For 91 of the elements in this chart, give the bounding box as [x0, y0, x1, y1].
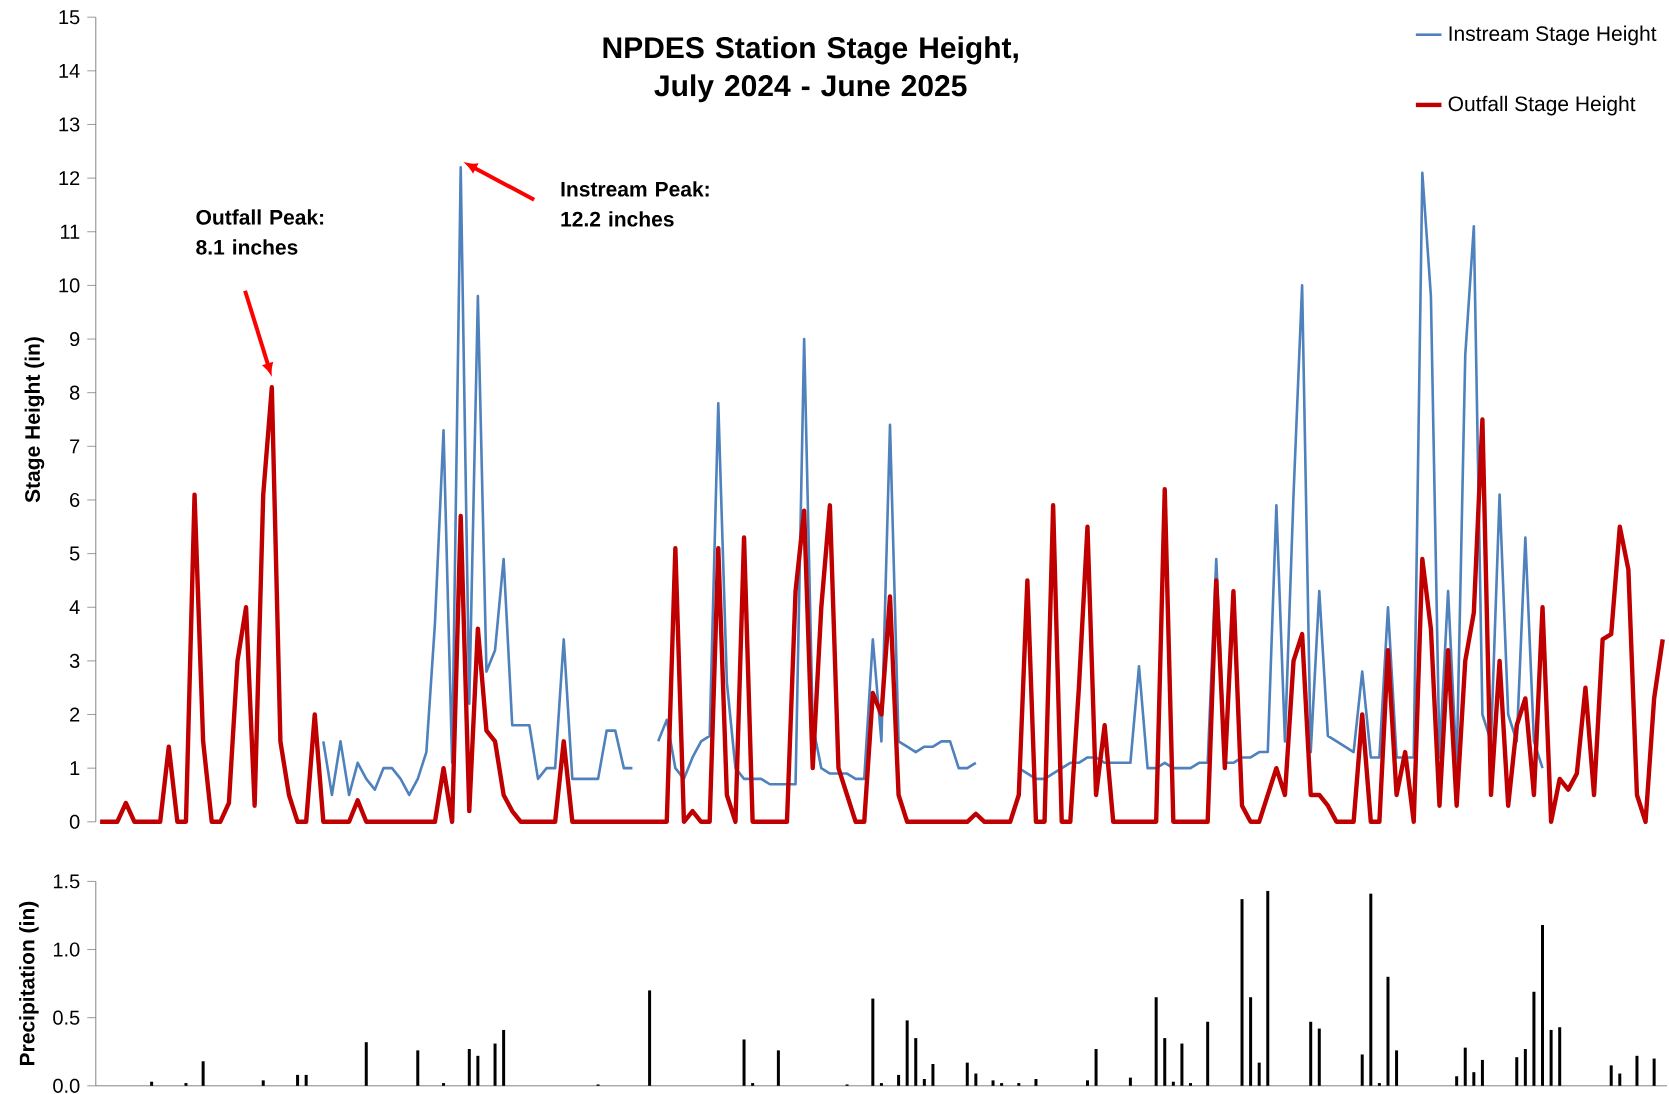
y-tick-label: 9 — [70, 331, 80, 347]
y-tick-label: 15 — [59, 10, 80, 25]
y-tick-label: 0.5 — [53, 1010, 80, 1025]
bar — [467, 1049, 471, 1086]
bar — [1480, 1059, 1484, 1086]
bar — [1609, 1065, 1613, 1086]
annotation: Outfall Peak: 8.1 inches — [196, 209, 324, 255]
bar — [1266, 890, 1270, 1086]
bar — [871, 998, 875, 1086]
bar — [1472, 1072, 1476, 1086]
bar — [416, 1050, 420, 1086]
bar — [261, 1080, 265, 1086]
bar — [1515, 1057, 1519, 1086]
bar — [1549, 1029, 1553, 1086]
bar — [1154, 997, 1158, 1086]
bar — [1017, 1083, 1021, 1086]
y-tick-label: 1 — [70, 761, 80, 776]
bar — [991, 1080, 995, 1086]
legend-label: Instream Stage Height — [1449, 25, 1657, 46]
bar — [1171, 1081, 1175, 1086]
bar — [1395, 1050, 1399, 1086]
annotation: Instream Peak: 12.2 inches — [561, 181, 709, 227]
bar — [1541, 925, 1545, 1086]
bar — [1180, 1043, 1184, 1086]
bar — [1386, 976, 1390, 1086]
y-tick-label: 7 — [70, 439, 80, 454]
bar — [1249, 997, 1253, 1086]
y-tick-label: 0 — [69, 814, 80, 829]
y-axis-title: Precipitation (in) — [19, 901, 39, 1066]
bar — [742, 1039, 746, 1086]
bar — [1377, 1083, 1381, 1086]
bar — [965, 1062, 969, 1086]
bar — [648, 990, 652, 1086]
y-tick-label: 12 — [59, 171, 80, 186]
y-tick-label: 4 — [69, 600, 80, 615]
y-tick-label: 11 — [60, 224, 80, 239]
text: NPDES Station Stage Height, July 2024 - June 2025 — [603, 36, 1018, 103]
bar — [776, 1050, 780, 1086]
bar — [905, 1020, 909, 1086]
y-tick-label: 5 — [69, 546, 80, 561]
bar — [1455, 1076, 1459, 1086]
bar — [922, 1078, 926, 1086]
bar — [304, 1074, 308, 1086]
y-tick-label: 3 — [69, 653, 80, 668]
bar — [150, 1081, 154, 1086]
bar — [879, 1083, 883, 1086]
bar — [1163, 1038, 1167, 1086]
bar — [476, 1055, 480, 1086]
bar — [1000, 1083, 1004, 1086]
y-tick-label: 6 — [70, 492, 80, 508]
bar — [502, 1029, 506, 1086]
bar — [1635, 1055, 1639, 1086]
bar — [1618, 1073, 1622, 1086]
bar — [1085, 1080, 1089, 1086]
bar — [1532, 991, 1536, 1086]
bar — [1309, 1021, 1313, 1086]
y-tick-label: 10 — [59, 278, 80, 293]
bar — [493, 1043, 497, 1086]
bar — [1128, 1077, 1132, 1086]
bar — [914, 1038, 918, 1086]
y-tick-label: 1.5 — [53, 874, 80, 889]
bar — [201, 1061, 205, 1086]
bar — [1189, 1083, 1192, 1086]
y-tick-label: 1.0 — [53, 942, 80, 957]
bar — [184, 1083, 188, 1086]
bar — [1369, 893, 1373, 1086]
bar — [1317, 1028, 1321, 1086]
bar — [1360, 1054, 1364, 1086]
bar — [931, 1064, 935, 1086]
y-tick-label: 8 — [69, 385, 80, 400]
bar — [1523, 1049, 1527, 1086]
bar — [442, 1083, 446, 1086]
bar — [1652, 1058, 1656, 1086]
bar — [1463, 1047, 1467, 1086]
bar — [897, 1074, 901, 1086]
bar — [1094, 1049, 1098, 1086]
bar — [974, 1073, 978, 1086]
bar — [1034, 1078, 1038, 1086]
bar — [1257, 1062, 1261, 1086]
bar — [1240, 899, 1244, 1086]
y-tick-label: 13 — [59, 117, 80, 132]
bar — [1558, 1027, 1562, 1086]
y-axis-title: Stage Height (in) — [24, 337, 45, 503]
legend-label: Outfall Stage Height — [1448, 95, 1636, 116]
y-tick-label: 0.0 — [53, 1078, 80, 1093]
bar — [751, 1083, 755, 1086]
bar — [1206, 1021, 1210, 1086]
bar — [364, 1042, 368, 1086]
y-tick-label: 2 — [70, 707, 80, 722]
y-tick-label: 14 — [59, 63, 80, 78]
bar — [296, 1074, 300, 1086]
